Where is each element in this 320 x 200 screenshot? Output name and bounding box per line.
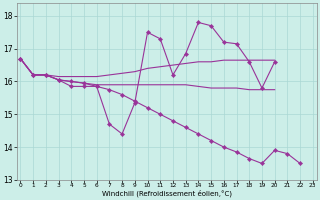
X-axis label: Windchill (Refroidissement éolien,°C): Windchill (Refroidissement éolien,°C) — [101, 190, 232, 197]
